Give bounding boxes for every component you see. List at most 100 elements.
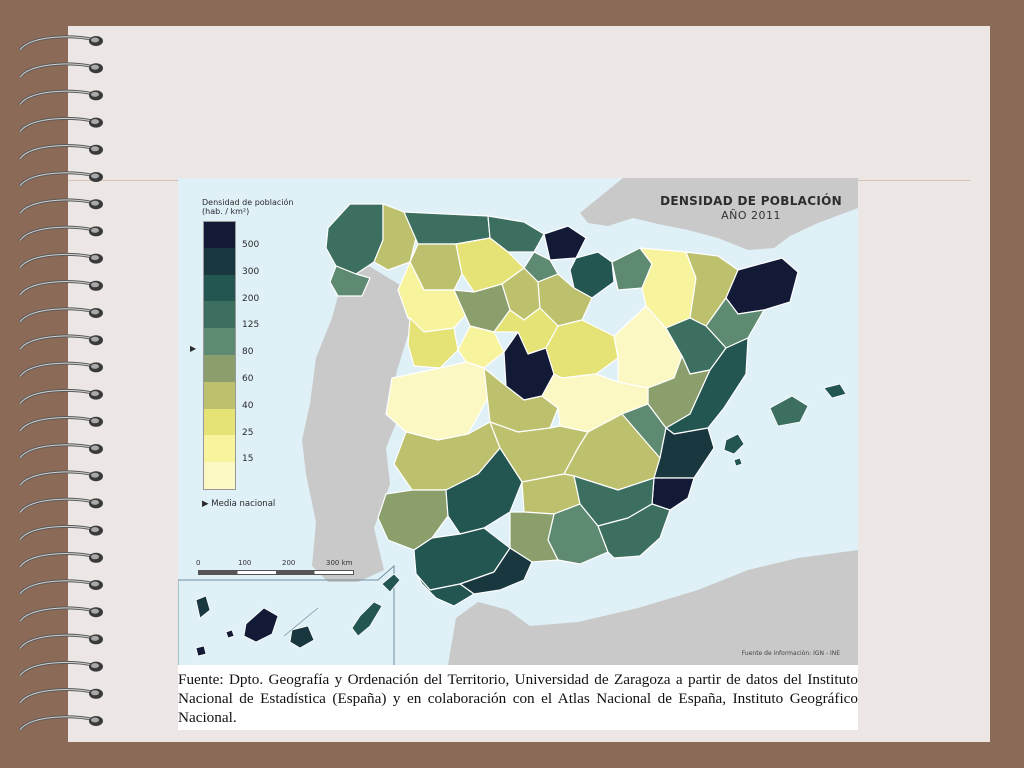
map-legend: Densidad de población (hab. / km²) 500 30… <box>190 198 322 509</box>
province-shape <box>407 317 459 369</box>
legend-class-label: 500 <box>242 240 260 250</box>
province-shape <box>385 361 489 441</box>
province-shape <box>543 225 587 261</box>
island-shape <box>351 601 383 637</box>
map-title-block: DENSIDAD DE POBLACIÓN AÑO 2011 <box>660 194 842 222</box>
province-shape <box>325 203 384 275</box>
spiral-ring <box>18 443 103 460</box>
legend-class-label: 300 <box>242 266 260 277</box>
province-polygons <box>325 203 799 607</box>
island-shape <box>243 607 279 643</box>
province-shape <box>415 573 475 607</box>
province-shape <box>329 265 371 297</box>
portugal-landmass <box>302 258 410 582</box>
spiral-ring <box>18 552 103 568</box>
scale-tick-0: 0 <box>196 559 201 567</box>
legend-class-row <box>202 462 322 490</box>
scale-tick-200: 200 <box>282 559 296 567</box>
national-mean-label: Media nacional <box>211 499 276 509</box>
island-shape <box>195 595 211 619</box>
legend-class-label: 15 <box>242 454 254 465</box>
legend-classes: 500 300 200 125 80 60 40 25 15 <box>202 221 322 490</box>
map-svg <box>178 178 858 665</box>
province-shape <box>509 511 559 563</box>
legend-swatch <box>203 328 236 355</box>
legend-title-line2: (hab. / km²) <box>202 207 250 216</box>
spiral-ring <box>18 715 103 732</box>
legend-swatch <box>203 274 236 302</box>
spiral-ring <box>18 497 103 514</box>
legend-class-row: 40 <box>202 381 322 411</box>
spiral-binding <box>18 35 103 732</box>
legend-swatch <box>203 408 236 436</box>
density-map: Densidad de población (hab. / km²) 500 30… <box>178 178 858 665</box>
province-shape <box>541 373 649 433</box>
legend-swatch <box>203 435 236 463</box>
legend-class-label: 25 <box>242 427 254 438</box>
legend-class-row: 80 <box>202 328 322 358</box>
legend-class-label: 200 <box>242 293 260 304</box>
island-shape <box>195 645 207 657</box>
map-source-note: Fuente de información: IGN - INE <box>741 650 840 657</box>
france-landmass <box>580 178 858 250</box>
island-shape <box>381 573 401 593</box>
legend-class-label: 40 <box>242 400 254 411</box>
spiral-ring <box>18 252 103 269</box>
legend-swatch <box>203 247 236 275</box>
island-shape <box>289 625 315 649</box>
province-shape <box>403 211 491 245</box>
spiral-ring <box>18 524 103 541</box>
spiral-ring <box>18 62 103 79</box>
spiral-ring <box>18 171 103 188</box>
legend-class-label: 60 <box>242 373 254 384</box>
island-shape <box>723 433 745 455</box>
legend-class-label: 125 <box>242 320 260 331</box>
legend-class-row: 300 <box>202 247 322 277</box>
spiral-ring <box>18 688 103 704</box>
province-shape <box>597 503 671 559</box>
province-shape <box>725 257 799 315</box>
legend-class-row: 25 <box>202 408 322 438</box>
spiral-ring <box>18 388 103 405</box>
island-shape <box>225 629 235 639</box>
spiral-ring <box>18 144 103 160</box>
map-figure: Densidad de población (hab. / km²) 500 30… <box>178 178 858 730</box>
spiral-ring <box>18 633 103 650</box>
spiral-ring <box>18 198 103 215</box>
legend-class-label: 80 <box>242 347 254 358</box>
province-shape <box>545 319 619 379</box>
canary-islands-inset <box>178 564 395 665</box>
spiral-ring <box>18 470 103 487</box>
spiral-ring <box>18 660 103 677</box>
island-shape <box>823 383 847 399</box>
scale-tick-100: 100 <box>238 559 252 567</box>
province-shape <box>569 251 615 299</box>
legend-swatch <box>203 221 236 249</box>
legend-title-line1: Densidad de población <box>202 198 294 207</box>
national-mean-marker-icon: ▶ <box>202 499 209 509</box>
legend-class-row: 15 <box>202 435 322 465</box>
national-mean-marker: ▶ <box>190 344 197 353</box>
island-shape <box>769 395 809 427</box>
legend-swatch <box>203 354 236 382</box>
legend-swatch <box>203 381 236 409</box>
legend-national-mean: ▶ Media nacional <box>202 499 275 509</box>
spiral-ring <box>18 89 103 106</box>
island-polygons <box>195 383 847 657</box>
spiral-ring <box>18 334 103 351</box>
spiral-ring <box>18 606 103 623</box>
legend-class-row: 60 <box>202 354 322 384</box>
province-shape <box>651 477 695 511</box>
province-shape <box>459 547 533 595</box>
figure-caption: Fuente: Dpto. Geografía y Ordenación del… <box>178 671 858 727</box>
map-scale-bar: 0 100 200 300 km <box>194 559 364 579</box>
scale-tick-300: 300 km <box>326 559 353 567</box>
legend-class-row: 200 <box>202 274 322 304</box>
spiral-ring <box>18 416 103 432</box>
map-subtitle: AÑO 2011 <box>721 209 781 222</box>
scale-bar-graphic <box>198 570 354 575</box>
spiral-ring <box>18 361 103 378</box>
legend-swatch <box>203 301 236 329</box>
map-title: DENSIDAD DE POBLACIÓN <box>660 194 842 208</box>
legend-class-row: 500 <box>202 221 322 250</box>
